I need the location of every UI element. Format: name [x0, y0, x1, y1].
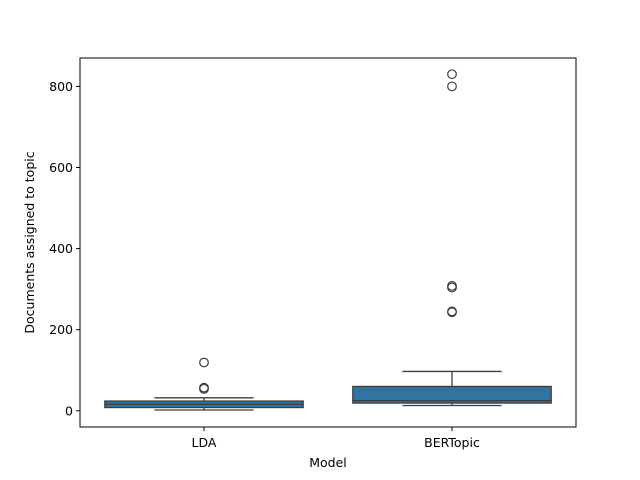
y-tick-label: 0: [65, 403, 73, 418]
plot-area: [79, 57, 577, 428]
outlier-point: [447, 69, 457, 80]
x-tick-label: BERTopic: [424, 435, 480, 450]
x-axis-label: Model: [309, 455, 347, 470]
x-axis: LDA BERTopic: [192, 427, 480, 450]
iqr-box: [352, 385, 552, 404]
x-tick-label: LDA: [192, 435, 217, 450]
box-group-lda: [104, 357, 304, 411]
chart-marks: [104, 69, 552, 411]
y-axis: 0 200 400 600 800: [49, 79, 80, 418]
y-tick-label: 600: [49, 160, 73, 175]
outlier-point: [199, 382, 209, 393]
y-tick-label: 800: [49, 79, 73, 94]
outlier-point: [199, 357, 209, 368]
box-group-bertopic: [352, 69, 552, 407]
y-axis-label: Documents assigned to topic: [22, 151, 37, 333]
outlier-point: [447, 81, 457, 92]
y-tick-label: 200: [49, 322, 73, 337]
y-tick-label: 400: [49, 241, 73, 256]
outlier-point: [447, 306, 457, 317]
outlier-point: [447, 280, 457, 291]
